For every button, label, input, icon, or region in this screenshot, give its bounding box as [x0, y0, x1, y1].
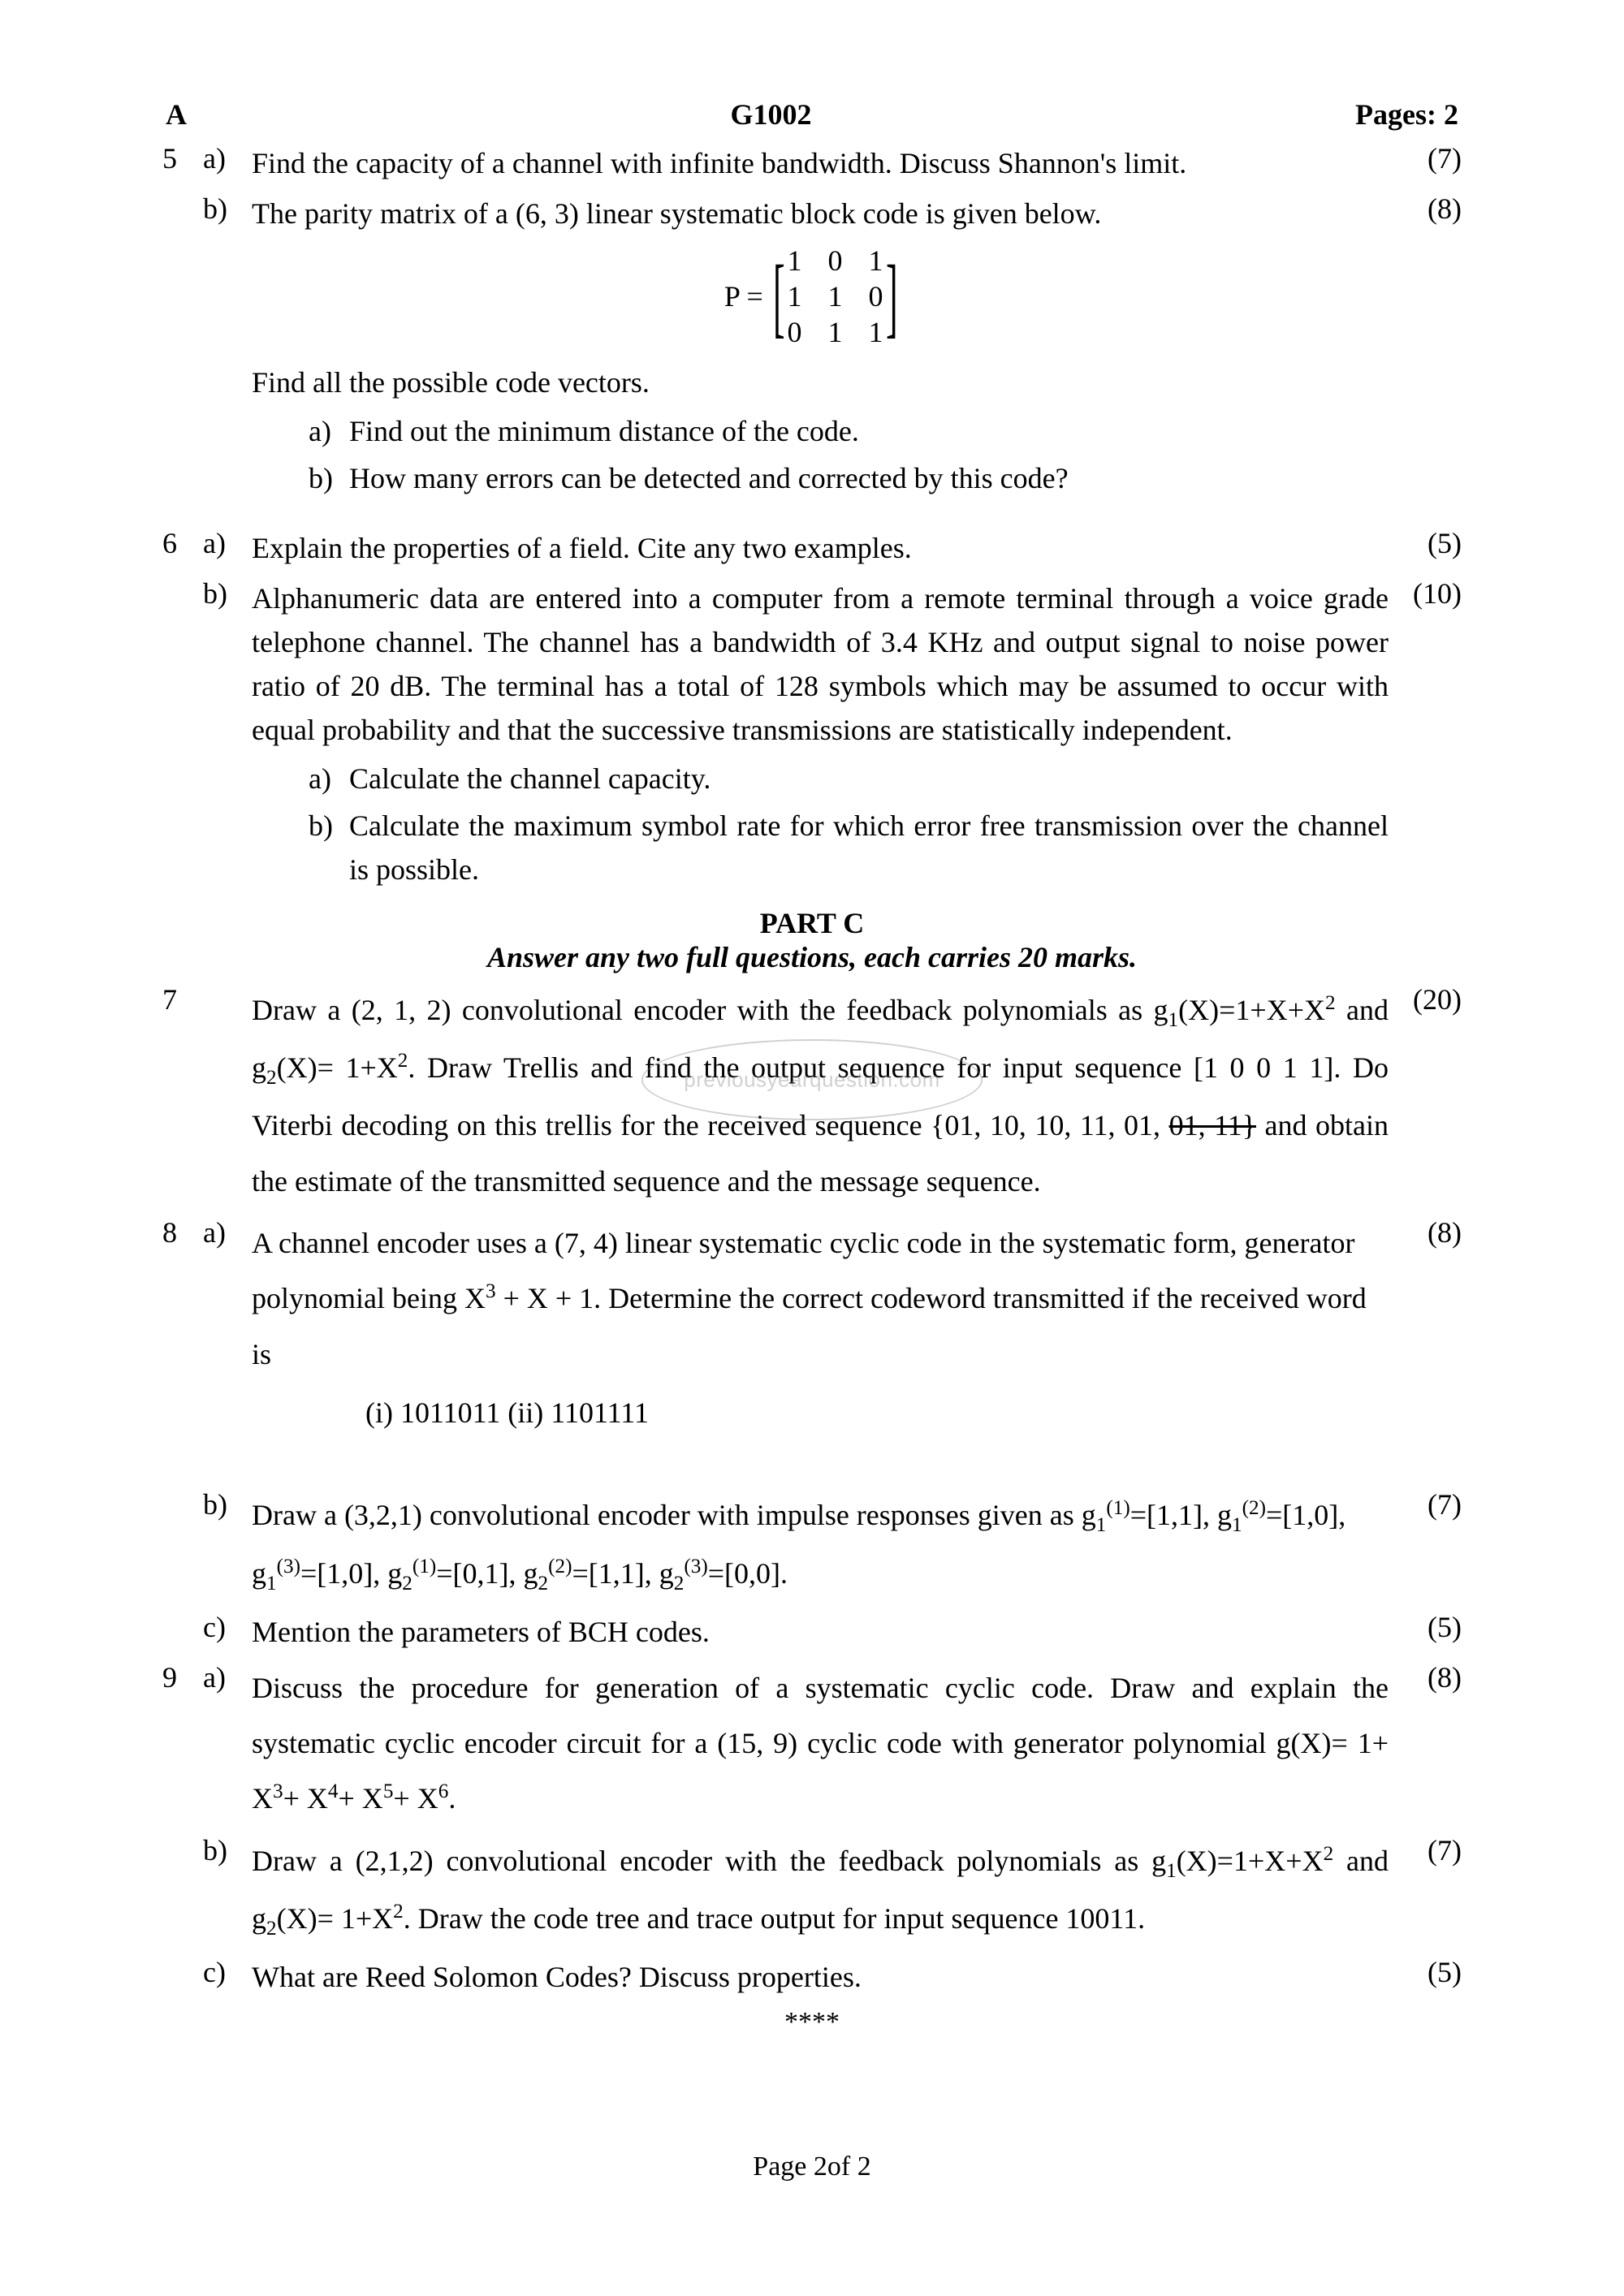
q6b-sa-label: a) [309, 757, 349, 801]
part-c-title: PART C [162, 906, 1462, 940]
q6b-sa-text: Calculate the channel capacity. [349, 757, 710, 801]
header-left: A [166, 97, 187, 132]
q6a-row: 6 a) Explain the properties of a field. … [162, 526, 1462, 570]
q8c-sub: c) [203, 1610, 252, 1644]
q8b-text: Draw a (3,2,1) convolutional encoder wit… [252, 1487, 1389, 1603]
q9a-marks: (8) [1389, 1660, 1462, 1694]
matrix-grid: 101 110 011 [788, 244, 883, 349]
q9b-text: Draw a (2,1,2) convolutional encoder wit… [252, 1833, 1389, 1949]
q9c-row: c) What are Reed Solomon Codes? Discuss … [162, 1955, 1462, 1999]
q6a-sub: a) [203, 526, 252, 560]
q5-number: 5 [162, 141, 203, 175]
q8a-codes: (i) 1011011 (ii) 1101111 [365, 1385, 1389, 1440]
q9a-sub: a) [203, 1660, 252, 1694]
end-stars: **** [162, 2007, 1462, 2038]
q6b-sub: b) [203, 576, 252, 611]
q6b-sb-text: Calculate the maximum symbol rate for wh… [349, 804, 1389, 891]
q5a-row: 5 a) Find the capacity of a channel with… [162, 141, 1462, 185]
q6b-text: Alphanumeric data are entered into a com… [252, 582, 1389, 746]
matrix-label: P = [724, 279, 763, 313]
q9c-text: What are Reed Solomon Codes? Discuss pro… [252, 1955, 1389, 1999]
q7-number: 7 [162, 982, 203, 1016]
q5b-sb-text: How many errors can be detected and corr… [349, 456, 1069, 500]
q8a-sub: a) [203, 1215, 252, 1249]
q8c-marks: (5) [1389, 1610, 1462, 1644]
q9b-sub: b) [203, 1833, 252, 1867]
q9c-sub: c) [203, 1955, 252, 1989]
q8a-row: 8 a) A channel encoder uses a (7, 4) lin… [162, 1215, 1462, 1441]
q6b-marks: (10) [1389, 576, 1462, 611]
q7-row: 7 Draw a (2, 1, 2) convolutional encoder… [162, 982, 1462, 1209]
q9-number: 9 [162, 1660, 203, 1694]
q7-text: Draw a (2, 1, 2) convolutional encoder w… [252, 982, 1389, 1209]
q8b-marks: (7) [1389, 1487, 1462, 1521]
q8c-row: c) Mention the parameters of BCH codes. … [162, 1610, 1462, 1654]
q8b-sub: b) [203, 1487, 252, 1521]
parity-matrix: P = [ 101 110 011 ] [162, 244, 1462, 349]
page-header: A G1002 Pages: 2 [162, 97, 1462, 132]
header-center: G1002 [731, 97, 812, 132]
q6b-sb-label: b) [309, 804, 349, 891]
q5b-row: b) The parity matrix of a (6, 3) linear … [162, 192, 1462, 235]
q8b-row: b) Draw a (3,2,1) convolutional encoder … [162, 1487, 1462, 1603]
q5b-sb-label: b) [309, 456, 349, 500]
q8-number: 8 [162, 1215, 203, 1249]
q6-number: 6 [162, 526, 203, 560]
q5a-text: Find the capacity of a channel with infi… [252, 141, 1389, 185]
q5b-marks: (8) [1389, 192, 1462, 226]
q5a-sub: a) [203, 141, 252, 175]
q5b-after-row: Find all the possible code vectors. a)Fi… [162, 360, 1462, 503]
q5b-after: Find all the possible code vectors. [252, 366, 650, 399]
page-footer: Page 2of 2 [0, 2151, 1624, 2182]
q5b-sa-text: Find out the minimum distance of the cod… [349, 409, 859, 453]
q5b-intro: The parity matrix of a (6, 3) linear sys… [252, 192, 1389, 235]
header-right: Pages: 2 [1355, 97, 1458, 132]
q9a-row: 9 a) Discuss the procedure for generatio… [162, 1660, 1462, 1827]
q8c-text: Mention the parameters of BCH codes. [252, 1610, 1389, 1654]
q6b-row: b) Alphanumeric data are entered into a … [162, 576, 1462, 895]
bracket-left-icon: [ [773, 257, 785, 337]
q6a-marks: (5) [1389, 526, 1462, 560]
q8a-text: A channel encoder uses a (7, 4) linear s… [252, 1215, 1389, 1441]
q9b-row: b) Draw a (2,1,2) convolutional encoder … [162, 1833, 1462, 1949]
part-c-instruction: Answer any two full questions, each carr… [162, 940, 1462, 974]
q7-marks: (20) [1389, 982, 1462, 1016]
q5b-sub: b) [203, 192, 252, 226]
q5b-sa-label: a) [309, 409, 349, 453]
q9a-text: Discuss the procedure for generation of … [252, 1660, 1389, 1827]
q5a-marks: (7) [1389, 141, 1462, 175]
q6a-text: Explain the properties of a field. Cite … [252, 526, 1389, 570]
q9b-marks: (7) [1389, 1833, 1462, 1867]
q9c-marks: (5) [1389, 1955, 1462, 1989]
bracket-right-icon: ] [885, 257, 897, 337]
q8a-marks: (8) [1389, 1215, 1462, 1249]
